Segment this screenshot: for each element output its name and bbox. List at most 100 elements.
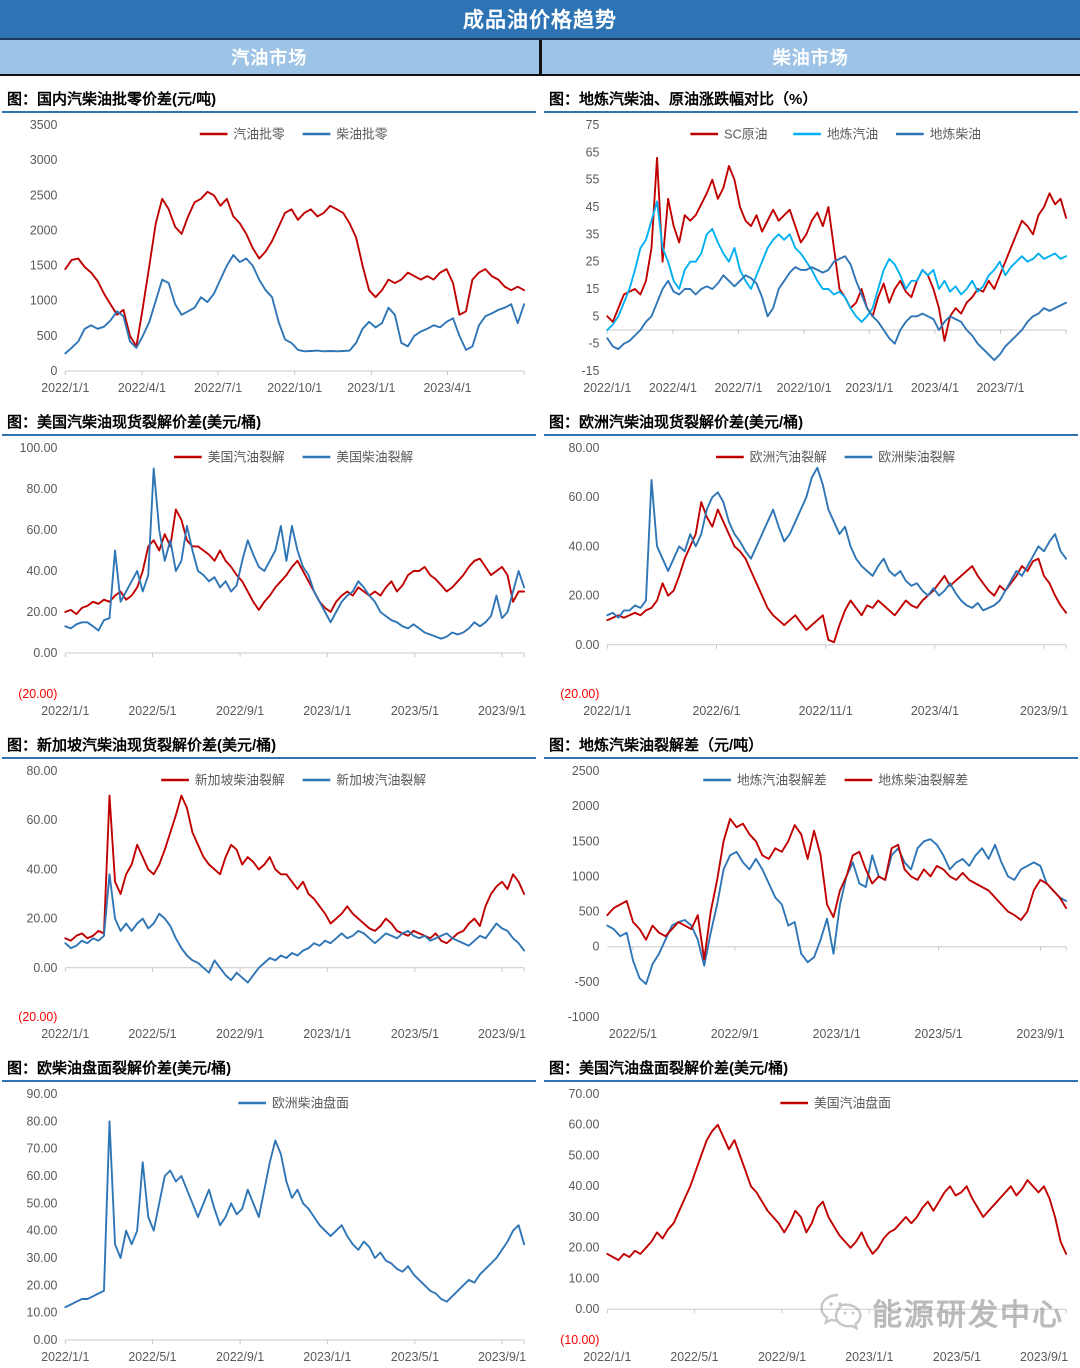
svg-text:80.00: 80.00 [26, 1114, 57, 1128]
svg-text:2023/1/1: 2023/1/1 [845, 381, 893, 395]
svg-text:60.00: 60.00 [26, 1169, 57, 1183]
svg-text:SC原油: SC原油 [724, 126, 768, 141]
svg-text:2023/9/1: 2023/9/1 [478, 704, 526, 718]
svg-text:2023/5/1: 2023/5/1 [391, 1027, 439, 1041]
chart-title: 图：地炼汽柴油裂解差（元/吨） [544, 731, 1078, 759]
chart-title: 图：欧柴油盘面裂解价差(美元/桶) [2, 1054, 536, 1082]
svg-text:40.00: 40.00 [568, 539, 599, 553]
svg-text:3500: 3500 [30, 118, 58, 132]
svg-text:90.00: 90.00 [26, 1087, 57, 1101]
svg-text:新加坡柴油裂解: 新加坡柴油裂解 [195, 772, 285, 787]
svg-text:2022/5/1: 2022/5/1 [670, 1350, 718, 1364]
svg-text:2023/1/1: 2023/1/1 [813, 1027, 861, 1041]
svg-text:50.00: 50.00 [568, 1148, 599, 1162]
svg-text:75: 75 [586, 118, 600, 132]
svg-text:2500: 2500 [572, 764, 600, 778]
svg-text:5: 5 [592, 309, 599, 323]
svg-text:20.00: 20.00 [26, 605, 57, 619]
svg-text:0.00: 0.00 [575, 638, 599, 652]
svg-text:1000: 1000 [572, 869, 600, 883]
svg-text:2022/5/1: 2022/5/1 [609, 1027, 657, 1041]
svg-text:30.00: 30.00 [26, 1251, 57, 1265]
column-header-diesel: 柴油市场 [542, 40, 1080, 74]
svg-text:45: 45 [586, 200, 600, 214]
svg-text:欧洲汽油裂解: 欧洲汽油裂解 [750, 449, 827, 464]
svg-text:3000: 3000 [30, 153, 58, 167]
svg-text:2022/1/1: 2022/1/1 [41, 381, 89, 395]
svg-text:2022/4/1: 2022/4/1 [118, 381, 166, 395]
chart-title: 图：美国汽油盘面裂解价差(美元/桶) [544, 1054, 1078, 1082]
svg-text:-5: -5 [588, 337, 599, 351]
svg-text:2022/9/1: 2022/9/1 [711, 1027, 759, 1041]
svg-text:60.00: 60.00 [26, 813, 57, 827]
svg-text:60.00: 60.00 [26, 523, 57, 537]
svg-text:2023/9/1: 2023/9/1 [478, 1350, 526, 1364]
svg-text:0.00: 0.00 [575, 1302, 599, 1316]
svg-text:1500: 1500 [572, 834, 600, 848]
chart-title: 图：美国汽柴油现货裂解价差(美元/桶) [2, 408, 536, 436]
svg-text:2023/5/1: 2023/5/1 [391, 704, 439, 718]
svg-text:2022/10/1: 2022/10/1 [777, 381, 832, 395]
svg-text:2023/4/1: 2023/4/1 [423, 381, 471, 395]
svg-text:欧洲柴油盘面: 欧洲柴油盘面 [272, 1095, 349, 1110]
svg-text:地炼汽油裂解差: 地炼汽油裂解差 [737, 772, 827, 787]
svg-text:40.00: 40.00 [26, 862, 57, 876]
svg-text:0: 0 [50, 364, 57, 378]
svg-text:2022/9/1: 2022/9/1 [216, 704, 264, 718]
svg-text:2022/1/1: 2022/1/1 [41, 704, 89, 718]
svg-text:美国汽油裂解: 美国汽油裂解 [208, 449, 285, 464]
svg-text:2023/4/1: 2023/4/1 [911, 704, 959, 718]
svg-text:35: 35 [586, 227, 600, 241]
svg-text:2023/5/1: 2023/5/1 [933, 1350, 981, 1364]
svg-text:2022/1/1: 2022/1/1 [583, 381, 631, 395]
svg-text:2023/9/1: 2023/9/1 [1020, 704, 1068, 718]
svg-text:1500: 1500 [30, 259, 58, 273]
svg-text:2022/7/1: 2022/7/1 [714, 381, 762, 395]
svg-text:(20.00): (20.00) [560, 687, 599, 701]
svg-text:柴油批零: 柴油批零 [336, 126, 387, 141]
svg-text:2022/5/1: 2022/5/1 [128, 704, 176, 718]
svg-text:10.00: 10.00 [568, 1271, 599, 1285]
svg-text:2023/1/1: 2023/1/1 [845, 1350, 893, 1364]
svg-text:500: 500 [579, 905, 600, 919]
svg-text:2023/4/1: 2023/4/1 [911, 381, 959, 395]
svg-text:15: 15 [586, 282, 600, 296]
svg-text:60.00: 60.00 [568, 490, 599, 504]
chart-panel-refinery-crude-change: 图：地炼汽柴油、原油涨跌幅对比（%） 2022/1/1 2022/4/1 2022/… [544, 76, 1078, 399]
svg-text:2023/5/1: 2023/5/1 [915, 1027, 963, 1041]
svg-text:2023/9/1: 2023/9/1 [1016, 1027, 1064, 1041]
svg-text:80.00: 80.00 [26, 482, 57, 496]
svg-text:60.00: 60.00 [568, 1118, 599, 1132]
svg-text:地炼柴油裂解差: 地炼柴油裂解差 [878, 772, 968, 787]
svg-text:10.00: 10.00 [26, 1306, 57, 1320]
svg-text:2022/4/1: 2022/4/1 [649, 381, 697, 395]
svg-text:2023/5/1: 2023/5/1 [391, 1350, 439, 1364]
svg-text:2023/9/1: 2023/9/1 [478, 1027, 526, 1041]
chart-title: 图：地炼汽柴油、原油涨跌幅对比（%） [544, 85, 1078, 113]
svg-text:20.00: 20.00 [26, 912, 57, 926]
svg-text:2022/1/1: 2022/1/1 [583, 704, 631, 718]
svg-text:-500: -500 [575, 975, 600, 989]
svg-text:80.00: 80.00 [568, 441, 599, 455]
svg-text:2023/1/1: 2023/1/1 [303, 1350, 351, 1364]
svg-text:2023/9/1: 2023/9/1 [1020, 1350, 1068, 1364]
svg-text:40.00: 40.00 [26, 564, 57, 578]
svg-text:新加坡汽油裂解: 新加坡汽油裂解 [336, 772, 426, 787]
svg-text:40.00: 40.00 [26, 1224, 57, 1238]
svg-text:80.00: 80.00 [26, 764, 57, 778]
svg-text:(20.00): (20.00) [18, 687, 57, 701]
svg-text:汽油批零: 汽油批零 [233, 126, 284, 141]
svg-text:2023/7/1: 2023/7/1 [976, 381, 1024, 395]
svg-text:2022/7/1: 2022/7/1 [194, 381, 242, 395]
svg-text:美国汽油盘面: 美国汽油盘面 [814, 1095, 891, 1110]
svg-text:2023/1/1: 2023/1/1 [303, 1027, 351, 1041]
svg-text:2022/5/1: 2022/5/1 [128, 1027, 176, 1041]
svg-text:500: 500 [37, 329, 58, 343]
